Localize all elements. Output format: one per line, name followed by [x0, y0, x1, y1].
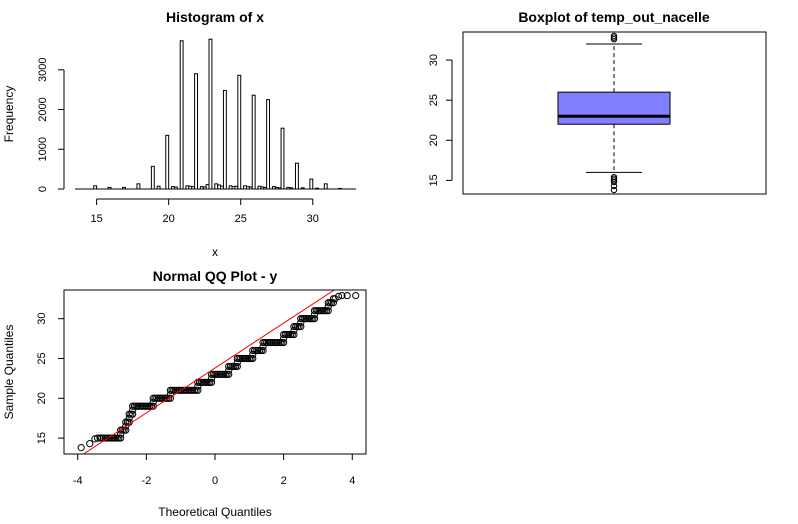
histogram-bar — [294, 162, 299, 190]
qq-point — [259, 346, 267, 355]
qq-x-label: Theoretical Quantiles — [158, 505, 271, 519]
qq-point — [117, 434, 125, 442]
y-tick-label: 20 — [428, 134, 440, 146]
x-tick-label: -2 — [141, 475, 151, 487]
boxplot-y-axis: 15 20 25 30 — [428, 54, 453, 186]
x-tick-label: 30 — [307, 213, 319, 225]
box — [557, 91, 671, 125]
qq-point — [280, 338, 288, 347]
histogram-bar — [194, 73, 198, 190]
qq-point — [329, 299, 337, 307]
histogram-bar — [208, 38, 213, 190]
qq-point — [334, 292, 343, 300]
y-tick-label: 25 — [36, 352, 48, 364]
histogram-bar — [237, 74, 242, 190]
y-tick-label: 1000 — [37, 137, 49, 161]
y-tick-label: 0 — [37, 186, 49, 192]
histogram-bar — [93, 185, 98, 190]
qq-point — [324, 307, 332, 315]
histogram-bar — [300, 187, 305, 190]
boxplot-title: Boxplot of temp_out_nacelle — [518, 9, 710, 25]
histogram-bar — [266, 99, 271, 190]
qq-point — [86, 440, 94, 448]
qq-reference-line — [82, 290, 336, 454]
x-tick-label: 0 — [212, 475, 218, 487]
histogram-bar — [251, 94, 256, 190]
qq-point — [310, 315, 319, 323]
qq-panel: Normal QQ Plot - y -4 -2 0 2 4 Theoretical Qua… — [2, 268, 367, 519]
histogram-panel: Histogram of x 15 20 25 30 x 0 1000 2000 3000 Freq… — [2, 9, 356, 259]
x-tick-label: 15 — [90, 213, 102, 225]
y-tick-label: 30 — [36, 313, 48, 325]
qq-title: Normal QQ Plot - y — [153, 268, 278, 284]
boxplot-frame — [462, 31, 767, 195]
y-tick-label: 3000 — [37, 58, 49, 82]
histogram-bar — [173, 186, 178, 190]
x-tick-label: 4 — [349, 475, 355, 487]
qq-y-axis: 15 20 25 30 — [36, 313, 65, 444]
histogram-bar — [156, 185, 161, 190]
histogram-bar — [222, 89, 227, 190]
histogram-x-axis: 15 20 25 30 — [90, 198, 319, 225]
histogram-title: Histogram of x — [166, 9, 264, 25]
qq-point — [352, 291, 360, 300]
y-tick-label: 20 — [36, 392, 48, 404]
qq-point — [166, 394, 174, 402]
qq-point — [343, 291, 351, 300]
qq-point — [207, 378, 216, 386]
qq-point — [77, 444, 85, 452]
qq-x-axis: -4 -2 0 2 4 — [73, 453, 355, 487]
boxplot-panel: Boxplot of temp_out_nacelle 15 20 25 30 — [428, 9, 767, 195]
x-tick-label: -4 — [73, 475, 83, 487]
x-tick-label: 2 — [281, 475, 287, 487]
histogram-bar — [165, 134, 170, 190]
outlier-point — [610, 173, 618, 181]
qq-point — [338, 291, 346, 300]
histogram-bar — [323, 183, 328, 190]
histogram-x-label: x — [212, 245, 218, 259]
outlier-point — [610, 32, 618, 40]
qq-point — [225, 370, 233, 378]
y-tick-label: 15 — [36, 432, 48, 444]
histogram-bar — [309, 178, 314, 190]
histogram-y-label: Frequency — [2, 86, 16, 143]
histogram-bar — [107, 186, 112, 190]
qq-point — [297, 323, 305, 331]
qq-y-label: Sample Quantiles — [2, 325, 16, 420]
y-tick-label: 30 — [428, 54, 440, 66]
y-tick-label: 2000 — [37, 97, 49, 121]
histogram-bar — [289, 187, 294, 190]
qq-point — [249, 354, 257, 363]
histogram-bar — [136, 183, 141, 190]
y-tick-label: 15 — [428, 174, 440, 186]
qq-point — [194, 386, 202, 394]
qq-point — [290, 330, 298, 339]
qq-points — [77, 291, 360, 452]
histogram-y-axis: 0 1000 2000 3000 — [37, 58, 65, 192]
histogram-bar — [338, 187, 343, 190]
histogram-bar — [179, 40, 184, 190]
qq-point — [233, 362, 241, 371]
histogram-bar — [280, 127, 285, 190]
x-tick-label: 25 — [235, 213, 247, 225]
y-tick-label: 25 — [428, 94, 440, 106]
histogram-bar — [150, 165, 155, 190]
qq-point — [94, 434, 102, 442]
qq-point — [129, 410, 137, 418]
histogram-bar — [315, 187, 320, 190]
x-tick-label: 20 — [163, 213, 175, 225]
histogram-bar — [122, 186, 126, 190]
qq-point — [122, 426, 130, 434]
outlier-point — [610, 186, 618, 194]
